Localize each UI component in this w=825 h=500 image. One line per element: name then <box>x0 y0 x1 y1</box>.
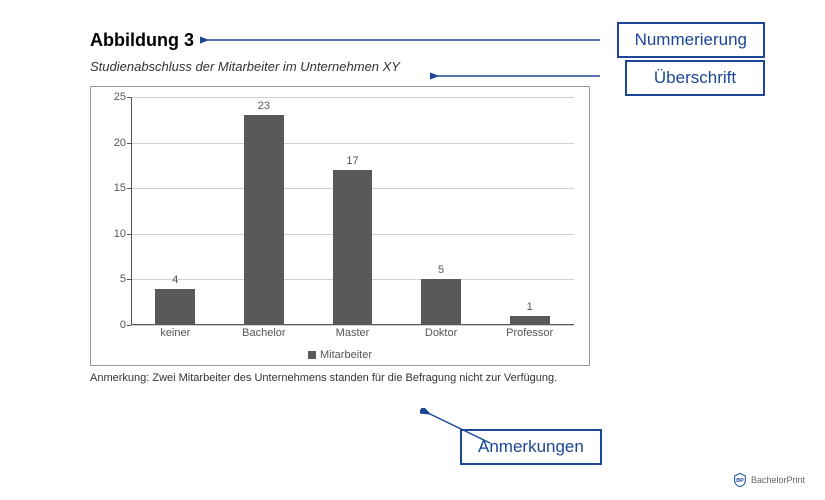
bar-value-label: 4 <box>172 274 178 286</box>
y-tick-label: 0 <box>101 319 126 331</box>
bar-slot: 23 <box>220 97 309 325</box>
bar-value-label: 5 <box>438 264 444 276</box>
x-axis-label: Doktor <box>397 327 486 345</box>
annotation-remarks: Anmerkungen <box>460 429 602 465</box>
svg-text:BP: BP <box>736 478 744 484</box>
bar-value-label: 23 <box>258 100 270 112</box>
chart-container: 0510152025 4231751 keinerBachelorMasterD… <box>90 86 590 366</box>
logo-text: BachelorPrint <box>751 475 805 485</box>
annotation-numbering: Nummerierung <box>617 22 765 58</box>
x-axis-label: keiner <box>131 327 220 345</box>
bar-slot: 5 <box>397 97 486 325</box>
bar: 23 <box>244 115 284 325</box>
bar: 4 <box>155 289 195 325</box>
x-axis-label: Professor <box>485 327 574 345</box>
y-tick-label: 5 <box>101 273 126 285</box>
x-axis-label: Bachelor <box>220 327 309 345</box>
y-tick-mark <box>127 325 131 326</box>
legend: Mitarbeiter <box>91 349 589 361</box>
bar: 5 <box>421 279 461 325</box>
chart-note: Anmerkung: Zwei Mitarbeiter des Unterneh… <box>90 372 765 384</box>
y-tick-label: 25 <box>101 91 126 103</box>
y-tick-label: 15 <box>101 182 126 194</box>
bar: 17 <box>333 170 373 325</box>
bar-slot: 17 <box>308 97 397 325</box>
brand-logo: BP BachelorPrint <box>732 472 805 488</box>
legend-label: Mitarbeiter <box>320 349 372 361</box>
x-axis-labels: keinerBachelorMasterDoktorProfessor <box>131 327 574 345</box>
y-tick-label: 20 <box>101 137 126 149</box>
bar-value-label: 17 <box>346 155 358 167</box>
bars-group: 4 23 17 5 1 <box>131 97 574 325</box>
bar-slot: 4 <box>131 97 220 325</box>
plot-area: 0510152025 4231751 <box>131 97 574 325</box>
annotation-heading: Überschrift <box>625 60 765 96</box>
bar-slot: 1 <box>485 97 574 325</box>
grid-line <box>131 325 574 326</box>
bar-value-label: 1 <box>527 301 533 313</box>
logo-shield-icon: BP <box>732 472 748 488</box>
bar: 1 <box>510 316 550 325</box>
y-tick-label: 10 <box>101 228 126 240</box>
x-axis-label: Master <box>308 327 397 345</box>
legend-swatch <box>308 351 316 359</box>
